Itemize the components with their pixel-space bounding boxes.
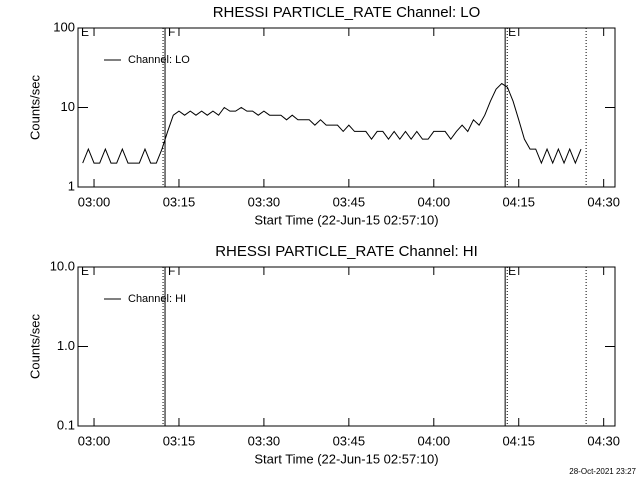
x-tick-label: 03:15 xyxy=(163,433,196,448)
x-tick-label: 03:45 xyxy=(333,433,366,448)
y-tick-label: 0.1 xyxy=(57,417,75,432)
x-axis-label: Start Time (22-Jun-15 02:57:10) xyxy=(254,212,438,227)
y-axis-label: Counts/sec xyxy=(27,313,42,379)
event-flag: F xyxy=(168,25,175,39)
x-tick-label: 03:00 xyxy=(78,433,111,448)
x-tick-label: 03:00 xyxy=(78,194,111,209)
event-flag: F xyxy=(168,264,175,278)
x-tick-label: 04:00 xyxy=(418,433,451,448)
x-tick-label: 04:00 xyxy=(418,194,451,209)
legend-label: Channel: HI xyxy=(128,293,186,305)
x-tick-label: 04:30 xyxy=(587,194,620,209)
x-tick-label: 03:30 xyxy=(248,194,281,209)
y-tick-label: 1.0 xyxy=(57,338,75,353)
x-tick-label: 04:15 xyxy=(502,433,535,448)
event-flag: E xyxy=(81,25,89,39)
y-tick-label: 1 xyxy=(68,178,75,193)
chart-title: RHESSI PARTICLE_RATE Channel: LO xyxy=(213,4,481,21)
chart-title: RHESSI PARTICLE_RATE Channel: HI xyxy=(215,243,478,260)
y-tick-label: 100 xyxy=(53,19,75,34)
x-axis-label: Start Time (22-Jun-15 02:57:10) xyxy=(254,451,438,466)
plot-frame xyxy=(77,266,616,427)
y-tick-label: 10 xyxy=(61,99,75,114)
event-flag: E xyxy=(81,264,89,278)
y-tick-label: 10.0 xyxy=(50,258,75,273)
x-tick-label: 03:15 xyxy=(163,194,196,209)
x-tick-label: 03:30 xyxy=(248,433,281,448)
event-flag: E xyxy=(508,25,516,39)
x-tick-label: 04:15 xyxy=(502,194,535,209)
x-tick-label: 04:30 xyxy=(587,433,620,448)
plot-frame xyxy=(77,27,616,188)
event-flag: E xyxy=(508,264,516,278)
legend-label: Channel: LO xyxy=(128,54,190,66)
footer-date: 28-Oct-2021 23:27 xyxy=(569,467,636,476)
data-line xyxy=(82,82,582,165)
y-axis-label: Counts/sec xyxy=(27,74,42,140)
x-tick-label: 03:45 xyxy=(333,194,366,209)
